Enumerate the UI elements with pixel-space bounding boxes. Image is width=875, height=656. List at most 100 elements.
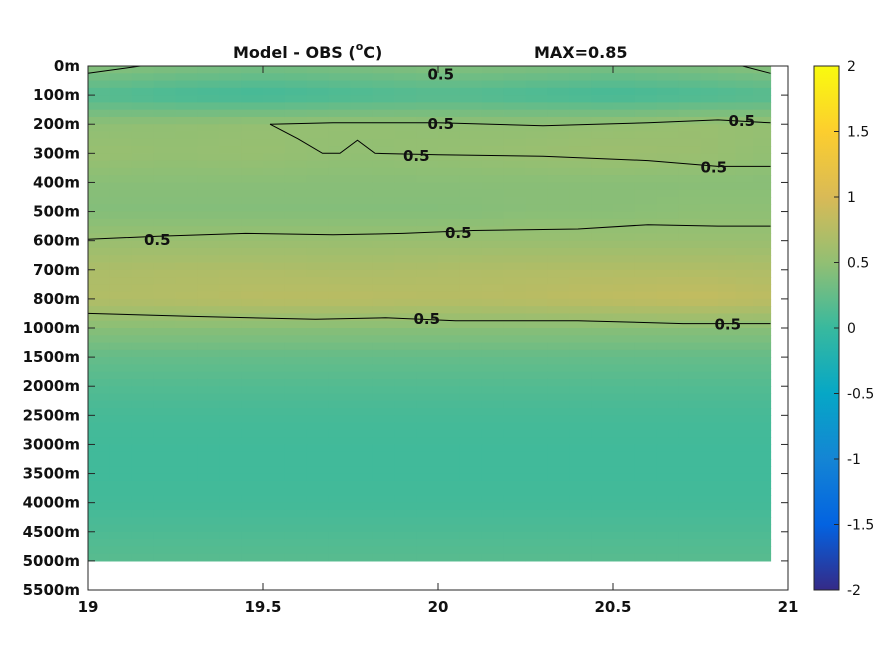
- heatmap-cell: [197, 146, 220, 154]
- heatmap-cell: [372, 429, 395, 438]
- heatmap-cell: [438, 524, 461, 533]
- heatmap-cell: [197, 488, 220, 496]
- heatmap-cell: [284, 320, 308, 329]
- heatmap-cell: [678, 429, 702, 438]
- heatmap-cell: [131, 502, 155, 511]
- heatmap-cell: [718, 306, 737, 315]
- heatmap-cell: [328, 306, 352, 315]
- heatmap-cell: [591, 73, 614, 82]
- heatmap-cell: [394, 211, 417, 220]
- heatmap-cell: [656, 211, 680, 220]
- heatmap-cell: [109, 240, 133, 249]
- heatmap-cell: [153, 204, 177, 213]
- heatmap-cell: [459, 80, 483, 89]
- y-tick-label: 4000m: [23, 494, 80, 512]
- heatmap-cell: [438, 502, 461, 511]
- heatmap-cell: [241, 437, 264, 446]
- heatmap-cell: [634, 124, 658, 133]
- heatmap-cell: [416, 415, 439, 424]
- heatmap-cell: [459, 335, 483, 344]
- heatmap-cell: [328, 422, 352, 431]
- heatmap-cell: [547, 109, 570, 118]
- heatmap-cell: [753, 357, 772, 365]
- heatmap-cell: [459, 517, 483, 526]
- heatmap-cell: [372, 357, 395, 365]
- heatmap-cell: [197, 378, 220, 387]
- heatmap-cell: [569, 517, 592, 526]
- heatmap-cell: [416, 277, 439, 285]
- heatmap-cell: [525, 138, 548, 147]
- heatmap-cell: [219, 66, 242, 74]
- heatmap-cell: [350, 109, 373, 118]
- heatmap-cell: [219, 335, 242, 344]
- heatmap-cell: [219, 138, 242, 147]
- heatmap-cell: [481, 342, 505, 351]
- heatmap-cell: [372, 233, 395, 242]
- heatmap-cell: [306, 335, 330, 344]
- heatmap-cell: [569, 357, 592, 365]
- heatmap-cell: [241, 211, 264, 220]
- heatmap-cell: [438, 87, 461, 96]
- heatmap-cell: [438, 240, 461, 249]
- heatmap-cell: [547, 182, 570, 191]
- heatmap-cell: [569, 502, 592, 511]
- heatmap-cell: [328, 342, 352, 351]
- heatmap-cell: [284, 87, 308, 96]
- heatmap-cell: [328, 240, 352, 249]
- heatmap-cell: [416, 531, 439, 540]
- heatmap-cell: [678, 255, 702, 264]
- heatmap-cell: [613, 459, 636, 467]
- heatmap-cell: [109, 167, 133, 176]
- heatmap-cell: [219, 408, 242, 416]
- heatmap-cell: [481, 328, 505, 336]
- heatmap-cell: [700, 480, 719, 489]
- heatmap-cell: [503, 306, 527, 315]
- heatmap-cell: [306, 211, 330, 220]
- heatmap-cell: [481, 517, 505, 526]
- heatmap-cell: [438, 66, 461, 74]
- heatmap-cell: [263, 146, 286, 154]
- heatmap-cell: [328, 298, 352, 307]
- heatmap-cell: [350, 349, 373, 358]
- heatmap-cell: [284, 517, 308, 526]
- heatmap-cell: [88, 87, 111, 96]
- heatmap-cell: [569, 335, 592, 344]
- heatmap-cell: [175, 466, 198, 475]
- heatmap-cell: [438, 211, 461, 220]
- heatmap-cell: [438, 226, 461, 234]
- heatmap-cell: [700, 328, 719, 336]
- heatmap-cell: [656, 306, 680, 315]
- heatmap-cell: [328, 124, 352, 133]
- heatmap-cell: [131, 444, 155, 453]
- heatmap-cell: [735, 429, 754, 438]
- heatmap-cell: [459, 211, 483, 220]
- heatmap-cell: [718, 204, 737, 213]
- heatmap-cell: [700, 298, 719, 307]
- heatmap-cell: [718, 335, 737, 344]
- heatmap-cell: [306, 531, 330, 540]
- heatmap-cell: [569, 539, 592, 547]
- heatmap-cell: [109, 226, 133, 234]
- heatmap-cell: [175, 226, 198, 234]
- heatmap-cell: [153, 349, 177, 358]
- heatmap-cell: [109, 378, 133, 387]
- heatmap-cell: [656, 437, 680, 446]
- heatmap-cell: [503, 488, 527, 496]
- heatmap-cell: [735, 349, 754, 358]
- heatmap-cell: [394, 298, 417, 307]
- heatmap-cell: [109, 539, 133, 547]
- heatmap-cell: [678, 517, 702, 526]
- heatmap-cell: [525, 320, 548, 329]
- heatmap-cell: [284, 226, 308, 234]
- heatmap-cell: [175, 531, 198, 540]
- heatmap-cell: [88, 509, 111, 518]
- heatmap-cell: [525, 95, 548, 103]
- heatmap-cell: [718, 269, 737, 278]
- heatmap-cell: [88, 480, 111, 489]
- heatmap-cell: [372, 320, 395, 329]
- heatmap-cell: [459, 386, 483, 395]
- heatmap-cell: [131, 197, 155, 205]
- heatmap-cell: [613, 400, 636, 409]
- heatmap-cell: [613, 509, 636, 518]
- heatmap-cell: [350, 66, 373, 74]
